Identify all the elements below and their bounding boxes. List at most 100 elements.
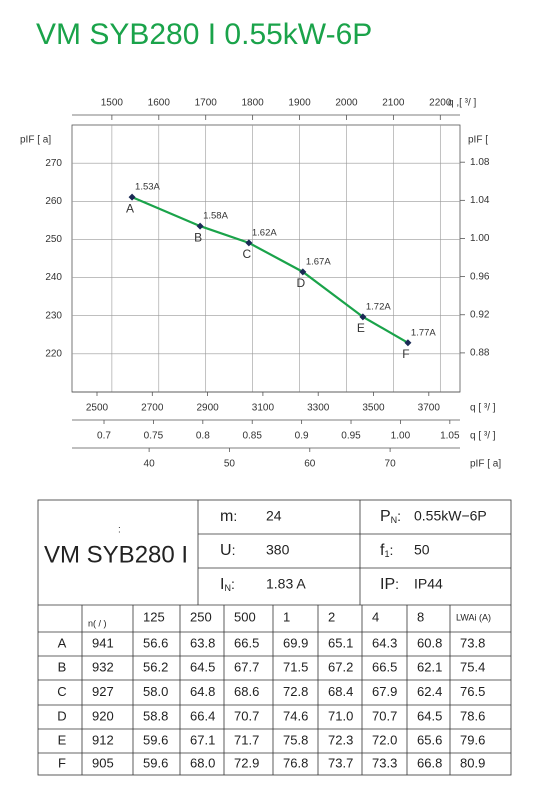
header-cell: 250 — [190, 609, 212, 624]
extra-tick-label: 3300 — [307, 403, 330, 414]
y2-tick-label: 0.96 — [470, 271, 490, 282]
header-cell: 8 — [417, 609, 424, 624]
table-cell: A — [58, 635, 67, 650]
header-cell: 4 — [372, 609, 379, 624]
spec-label: IN: — [220, 576, 235, 594]
table-cell: 64.3 — [372, 635, 397, 650]
table-cell: 66.5 — [234, 635, 259, 650]
table-cell: 76.5 — [460, 684, 485, 699]
table-cell: 71.5 — [283, 659, 308, 674]
table-cell: 66.8 — [417, 755, 442, 770]
table-cell: 67.7 — [234, 659, 259, 674]
x-tick-label: 2000 — [335, 98, 358, 109]
spec-value: 380 — [266, 542, 290, 558]
point — [299, 268, 307, 276]
y2-tick-label: 1.04 — [470, 195, 490, 206]
table-cell: 58.0 — [143, 684, 168, 699]
table-cell: 67.9 — [372, 684, 397, 699]
current-label: 1.58A — [203, 211, 228, 222]
table-cell: 905 — [92, 755, 114, 770]
y2-axis-label: pIF [ — [468, 135, 488, 146]
header-cell: 2 — [328, 609, 335, 624]
extra-tick-label: 3700 — [418, 403, 441, 414]
x-tick-label: 1700 — [195, 98, 218, 109]
spec-suffix: : — [231, 576, 235, 592]
spec-label: U: — [220, 542, 235, 560]
y-tick-label: 220 — [45, 348, 62, 359]
spec-symbol: I — [220, 576, 224, 593]
header-cell: 500 — [234, 609, 256, 624]
curve — [131, 196, 409, 344]
extra-tick-label: 0.7 — [97, 431, 111, 442]
spec-sub: 1 — [384, 549, 389, 559]
header-cell: 125 — [143, 609, 165, 624]
point-label: E — [357, 321, 365, 335]
table-cell: 72.0 — [372, 732, 397, 747]
current-label: 1.67A — [306, 256, 331, 267]
table-cell: 927 — [92, 684, 114, 699]
spec-label: IP: — [380, 576, 399, 594]
x-tick-label: 1800 — [242, 98, 265, 109]
spec-symbol: f — [380, 542, 385, 559]
spec-sub: N — [391, 515, 398, 525]
extra-tick-label: 70 — [385, 459, 397, 470]
y-tick-label: 250 — [45, 234, 62, 245]
table-cell: 60.8 — [417, 635, 442, 650]
y2-tick-label: 0.92 — [470, 309, 490, 320]
table-cell: 80.9 — [460, 755, 485, 770]
table-cell: 71.7 — [234, 732, 259, 747]
extra-tick-label: 2900 — [196, 403, 219, 414]
extra-tick-label: 3100 — [252, 403, 275, 414]
spec-label: f1: — [380, 542, 393, 560]
extra-tick-label: 2500 — [86, 403, 109, 414]
current-label: 1.53A — [135, 182, 160, 193]
table-cell: 941 — [92, 635, 114, 650]
table-cell: 59.6 — [143, 755, 168, 770]
model-name: VM SYB280 I — [44, 541, 188, 568]
header-cell: LWAi (A) — [456, 612, 491, 622]
table-cell: 75.4 — [460, 659, 485, 674]
extra-axis-label: pIF [ a] — [470, 459, 501, 470]
page-title: VM SYB280 I 0.55kW-6P — [36, 18, 372, 51]
point-label: C — [243, 247, 252, 261]
spec-suffix: : — [397, 508, 401, 524]
spec-sub: N — [224, 583, 231, 593]
spec-suffix: : — [389, 542, 393, 558]
table-cell: 68.6 — [234, 684, 259, 699]
table-cell: 78.6 — [460, 708, 485, 723]
point — [196, 222, 204, 230]
header-cell: n( / ) — [88, 618, 107, 628]
table-cell: 62.1 — [417, 659, 442, 674]
table-cell: 73.8 — [460, 635, 485, 650]
table-cell: 64.8 — [190, 684, 215, 699]
table-cell: 72.8 — [283, 684, 308, 699]
x-tick-label: 1600 — [148, 98, 171, 109]
extra-tick-label: 1.05 — [440, 431, 460, 442]
extra-tick-label: 0.95 — [341, 431, 361, 442]
y-tick-label: 260 — [45, 196, 62, 207]
table-cell: B — [58, 659, 67, 674]
table-cell: 74.6 — [283, 708, 308, 723]
y-tick-label: 270 — [45, 158, 62, 169]
spec-symbol: IP — [380, 576, 395, 593]
spec-symbol: m — [220, 508, 233, 525]
current-label: 1.72A — [366, 301, 391, 312]
point-label: D — [296, 276, 305, 290]
table-cell: 73.7 — [328, 755, 353, 770]
table-cell: 72.3 — [328, 732, 353, 747]
point — [245, 239, 253, 247]
extra-tick-label: 0.9 — [295, 431, 309, 442]
table-cell: 79.6 — [460, 732, 485, 747]
y2-tick-label: 1.00 — [470, 233, 490, 244]
extra-tick-label: 0.8 — [196, 431, 210, 442]
spec-value: IP44 — [414, 576, 443, 592]
extra-tick-label: 50 — [224, 459, 236, 470]
extra-tick-label: 2700 — [141, 403, 164, 414]
spec-suffix: : — [233, 508, 237, 524]
y2-tick-label: 1.08 — [470, 157, 490, 168]
x-tick-label: 2100 — [382, 98, 405, 109]
table-cell: 76.8 — [283, 755, 308, 770]
table-cell: 58.8 — [143, 708, 168, 723]
point — [359, 313, 367, 321]
table-cell: 72.9 — [234, 755, 259, 770]
